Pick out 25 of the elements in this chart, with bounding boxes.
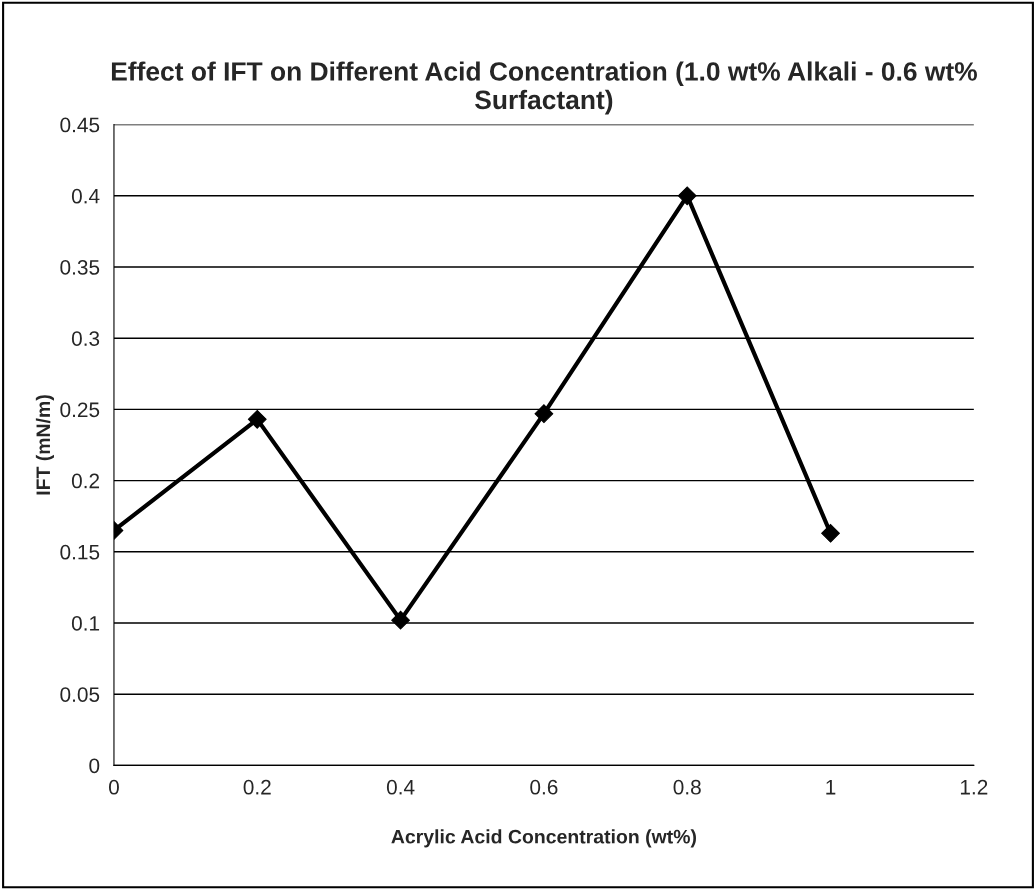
point [391,610,410,630]
y-tick-label: 0.05 [60,687,100,702]
y-tick-label: 0.4 [71,188,100,204]
point [534,404,554,424]
y-tick-label: 0.25 [60,402,100,418]
y-tick-label: 0.15 [60,544,100,560]
point [677,186,697,206]
y-tick-label: 0.1 [71,616,100,631]
x-axis-title: Acrylic Acid Concentration (wt%) [391,829,696,848]
chart-title: Effect of IFT on Different Acid Concentration (1.0 wt% Alkali - 0.6 wt% Surfactant) [111,61,977,115]
x-tick-label: 0 [108,779,119,795]
y-tick-label: 0.45 [60,117,100,133]
x-tick-label: 0.8 [673,779,701,795]
y-tick-label: 0.35 [60,260,100,275]
x-tick-label: 0.2 [243,779,271,795]
y-tick-label: 0.3 [71,331,100,346]
x-tick-label: 1.2 [960,779,988,795]
x-tick-label: 0.4 [386,779,415,795]
point [247,410,267,429]
x-tick-label: 1 [826,780,836,795]
point [821,523,840,543]
y-axis-title: IFT (mN/m) [35,395,54,495]
y-tick-label: 0 [89,758,100,774]
y-tick-label: 0.2 [71,473,100,489]
x-tick-label: 0.6 [530,779,558,795]
